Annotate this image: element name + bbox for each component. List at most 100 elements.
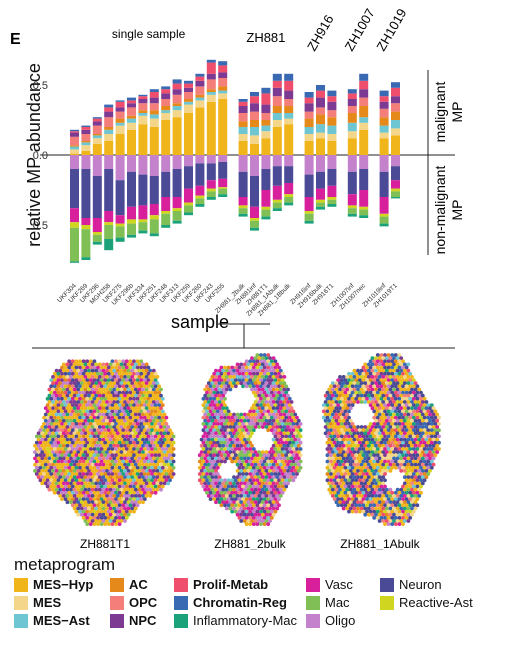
spot <box>381 506 386 511</box>
spot <box>384 393 389 398</box>
legend-swatch <box>14 577 28 592</box>
bar-segment-UKF248-NPC <box>161 93 171 99</box>
spot <box>424 437 429 442</box>
spot <box>273 428 278 433</box>
spot <box>76 450 81 454</box>
spot <box>381 475 386 479</box>
spot <box>237 484 242 489</box>
spot <box>214 368 218 373</box>
spot <box>415 472 420 476</box>
spot <box>63 453 68 458</box>
spot <box>81 490 86 495</box>
spot <box>72 500 77 505</box>
spot <box>76 500 81 505</box>
spot <box>260 512 265 517</box>
spot <box>377 500 382 505</box>
spot <box>114 522 118 526</box>
spot <box>383 447 387 451</box>
spot <box>126 393 131 398</box>
spot <box>278 462 283 467</box>
spot <box>72 406 77 411</box>
spot <box>76 475 81 479</box>
spot <box>215 428 220 433</box>
spot <box>259 422 263 426</box>
spot <box>393 422 398 426</box>
spot <box>402 418 407 423</box>
spot <box>74 371 79 376</box>
bar-segment-UKF296b-OPC <box>127 107 136 116</box>
spot <box>119 519 124 523</box>
bar-segment-UKF296b-Vasc <box>127 206 136 220</box>
spot <box>397 459 402 464</box>
spot <box>338 469 342 473</box>
spot <box>51 456 55 461</box>
spot <box>144 487 149 492</box>
spot <box>43 475 48 479</box>
spot <box>135 390 140 395</box>
spot <box>395 356 400 360</box>
spot <box>81 516 86 520</box>
spot <box>282 381 287 386</box>
spot <box>357 453 362 458</box>
spot <box>410 393 414 398</box>
spot <box>88 472 93 476</box>
spot <box>219 490 224 495</box>
spot <box>273 447 278 451</box>
spot <box>137 381 142 386</box>
spot <box>203 443 208 448</box>
spot <box>166 456 171 461</box>
spot <box>356 500 360 505</box>
spot <box>262 484 267 489</box>
spot <box>284 453 289 458</box>
spot <box>36 437 41 442</box>
spot <box>83 412 88 417</box>
bar-segment-ZH1019T1-Vasc <box>391 180 400 189</box>
legend-item: Vasc <box>306 577 380 592</box>
spot <box>123 381 127 386</box>
spot <box>384 406 389 411</box>
spot <box>206 412 211 417</box>
spot <box>392 381 396 386</box>
spot <box>368 459 373 464</box>
spot <box>246 487 251 492</box>
spot <box>386 378 391 382</box>
spot <box>79 450 84 454</box>
spot <box>395 381 400 386</box>
spot <box>201 415 206 420</box>
spot <box>214 425 218 429</box>
spot <box>404 440 409 445</box>
spot <box>266 384 271 389</box>
spot <box>219 403 224 407</box>
spot <box>51 412 55 417</box>
legend-item: NPC <box>110 613 174 628</box>
spot <box>361 396 366 401</box>
spot <box>223 384 227 389</box>
spot <box>375 440 380 445</box>
spot <box>356 431 360 436</box>
spot <box>248 522 253 526</box>
spot <box>224 381 229 386</box>
spot <box>383 353 387 357</box>
spot <box>435 450 440 454</box>
spot <box>137 462 142 467</box>
spot <box>133 500 138 505</box>
spot <box>323 431 328 436</box>
spot <box>148 443 153 448</box>
spot <box>268 456 272 461</box>
spot <box>144 381 149 386</box>
spot <box>253 456 258 461</box>
spot <box>339 459 344 464</box>
spot <box>135 396 140 401</box>
bar-segment-UKF275-MES-Ast <box>115 122 125 126</box>
spot <box>65 462 70 467</box>
spot <box>124 359 129 364</box>
spot <box>410 494 414 498</box>
spot <box>266 453 271 458</box>
spot <box>253 368 258 373</box>
spot <box>56 453 61 458</box>
spot <box>85 447 90 451</box>
spatial-map-label-2: ZH881_1Abulk <box>340 537 420 550</box>
spot <box>94 406 99 411</box>
spot <box>242 418 247 423</box>
spot <box>383 490 387 495</box>
